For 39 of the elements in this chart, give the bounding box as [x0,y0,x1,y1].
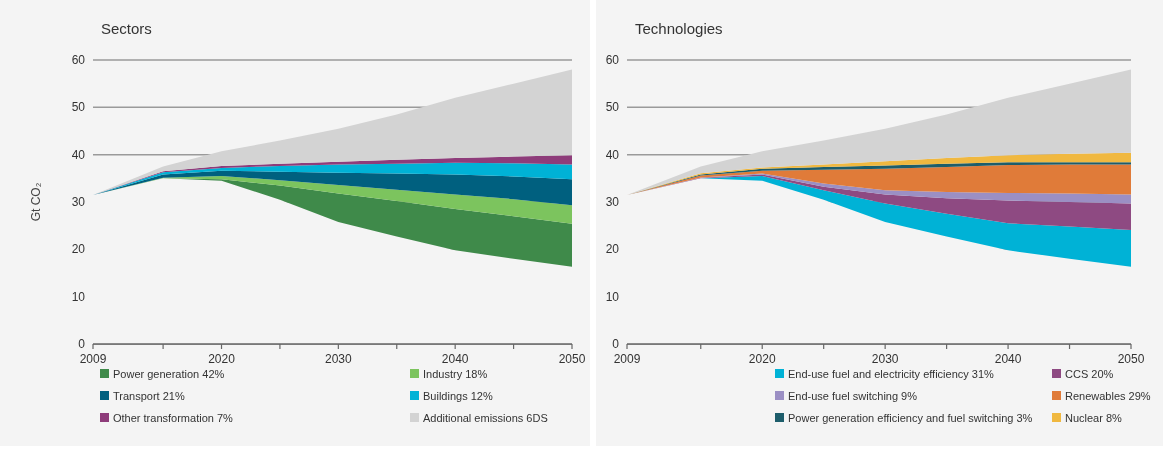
legend-label: Power generation 42% [113,368,225,380]
x-tick-label: 2030 [871,352,899,366]
x-tick-label: 2040 [994,352,1022,366]
x-tick-label: 2030 [324,352,353,366]
legend-label: Other transformation 7% [113,412,234,424]
y-tick-label: 50 [605,100,620,115]
legend-label: Power generation efficiency and fuel switching 3% [788,412,1033,424]
x-tick-label: 2020 [748,352,776,366]
y-tick-label: 40 [605,147,620,162]
y-tick-label: 0 [612,337,620,351]
y-axis-title: Gt CO₂ [29,182,43,222]
legend-label: Industry 18% [423,368,488,380]
legend-label: Buildings 12% [423,390,493,402]
x-tick-label: 2009 [613,352,641,366]
legend-label: End-use fuel switching 9% [788,390,918,402]
x-tick-label: 2020 [208,352,236,366]
y-tick-label: 50 [71,100,86,115]
legend-label: Nuclear 8% [1065,412,1123,424]
x-tick-label: 2040 [441,352,469,366]
legend-label: End-use fuel and electricity efficiency 31% [788,368,995,380]
legend-label: CCS 20% [1065,368,1114,380]
chart-title: Technologies [635,20,723,37]
x-tick-label: 2050 [1117,352,1145,366]
legend-label: Renewables 29% [1065,390,1151,402]
y-tick-label: 10 [605,289,620,304]
y-tick-label: 40 [71,147,86,162]
legend-label: Transport 21% [113,390,185,402]
y-tick-label: 60 [605,53,620,67]
x-tick-label: 2009 [79,352,107,366]
legend-label: Additional emissions 6DS [423,412,548,424]
x-tick-label: 2050 [558,352,586,366]
y-tick-label: 10 [71,289,86,304]
y-tick-label: 20 [71,242,86,257]
y-tick-label: 60 [71,53,86,67]
y-tick-label: 30 [605,195,620,209]
chart-title: Sectors [101,20,152,37]
y-tick-label: 30 [71,195,86,209]
y-tick-label: 20 [605,242,620,257]
y-tick-label: 0 [78,337,86,351]
